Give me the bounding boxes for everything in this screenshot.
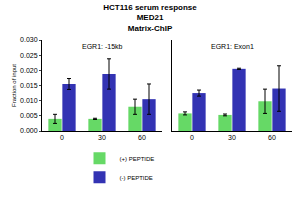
svg-text:0: 0 xyxy=(190,134,194,141)
svg-text:EGR1: Exon1: EGR1: Exon1 xyxy=(211,43,254,50)
svg-text:30: 30 xyxy=(98,134,106,141)
svg-text:60: 60 xyxy=(138,134,146,141)
svg-text:0.030: 0.030 xyxy=(20,36,38,43)
svg-text:0.000: 0.000 xyxy=(20,127,38,134)
svg-text:30: 30 xyxy=(228,134,236,141)
svg-text:0.010: 0.010 xyxy=(20,97,38,104)
svg-text:0.005: 0.005 xyxy=(20,112,38,119)
svg-text:(-) PEPTIDE: (-) PEPTIDE xyxy=(120,175,153,181)
svg-text:(+) PEPTIDE: (+) PEPTIDE xyxy=(120,156,155,162)
svg-text:HCT116 serum responseMED21Matr: HCT116 serum responseMED21Matrix-ChIP xyxy=(103,3,197,33)
svg-text:EGR1: -15kb: EGR1: -15kb xyxy=(82,43,123,50)
svg-text:0: 0 xyxy=(60,134,64,141)
svg-text:60: 60 xyxy=(268,134,276,141)
svg-text:Fraction of input: Fraction of input xyxy=(11,64,17,107)
svg-text:0.015: 0.015 xyxy=(20,82,38,89)
svg-text:0.020: 0.020 xyxy=(20,67,38,74)
svg-text:0.025: 0.025 xyxy=(20,52,38,59)
